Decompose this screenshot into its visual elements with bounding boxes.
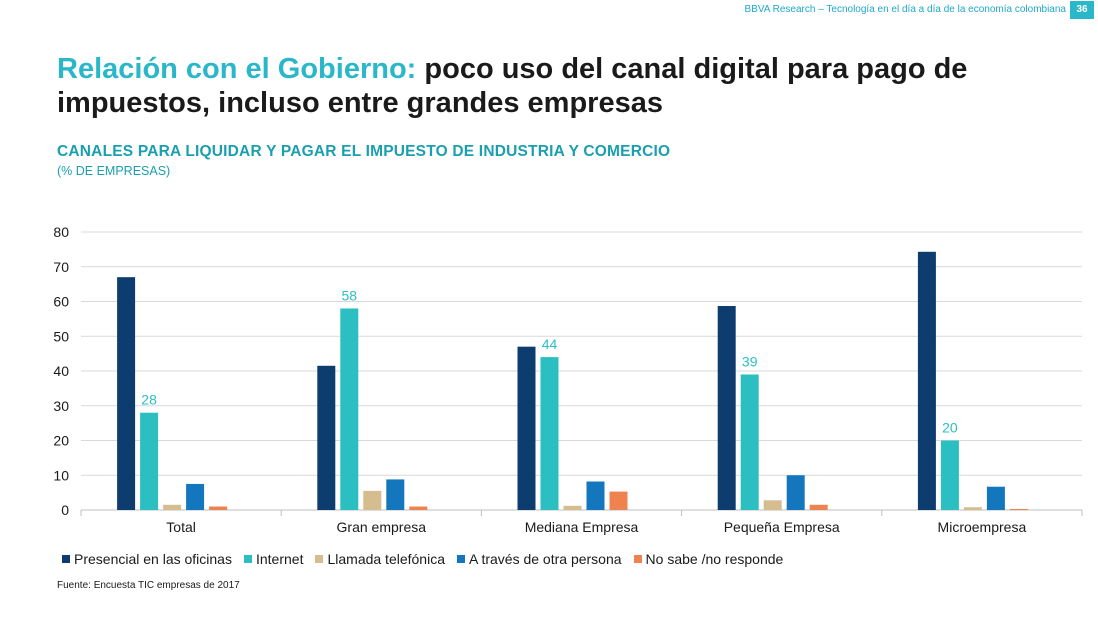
data-label: 20	[942, 420, 958, 436]
bar	[363, 490, 382, 510]
legend-swatch	[315, 555, 324, 563]
x-tick-label: Gran empresa	[337, 519, 427, 535]
y-tick-label: 60	[53, 294, 69, 310]
legend-label: Llamada telefónica	[327, 551, 445, 567]
bar-chart: 0 10 20 30 40 50 60 70 80 Total 28 Gran empresa 58 Me…	[53, 224, 1083, 535]
y-tick-label: 20	[53, 433, 69, 449]
page-number-badge: 36	[1070, 1, 1094, 19]
bar	[540, 357, 559, 510]
bar	[117, 277, 136, 510]
legend-item: Llamada telefónica	[315, 551, 445, 567]
bar	[740, 374, 759, 510]
x-tick-label: Total	[166, 519, 196, 535]
data-label: 39	[742, 353, 758, 369]
data-label: 28	[141, 392, 157, 408]
legend-item: No sabe /no responde	[633, 551, 784, 567]
y-tick-label: 0	[61, 502, 69, 518]
slide-title: Relación con el Gobierno: poco uso del c…	[57, 52, 1067, 120]
legend-label: Presencial en las oficinas	[74, 551, 232, 567]
bar	[586, 481, 605, 510]
legend-item: Presencial en las oficinas	[62, 551, 232, 567]
x-tick-label: Mediana Empresa	[525, 519, 639, 535]
bar	[786, 475, 805, 510]
y-tick-label: 10	[53, 467, 69, 483]
slide-title-accent: Relación con el Gobierno:	[57, 53, 417, 85]
data-label: 44	[542, 336, 558, 352]
header-bar: BBVA Research – Tecnología en el día a d…	[0, 0, 1098, 22]
legend-swatch	[62, 555, 70, 563]
bar	[317, 365, 336, 510]
bar	[340, 308, 359, 510]
bar	[409, 506, 428, 510]
data-label: 58	[342, 287, 358, 303]
legend-item: A través de otra persona	[457, 551, 622, 567]
y-tick-label: 40	[53, 363, 69, 379]
slide-title-rest: poco uso del canal digital para pago de …	[57, 53, 968, 119]
legend-swatch	[633, 555, 642, 563]
header-source-text: BBVA Research – Tecnología en el día a d…	[744, 4, 1066, 15]
legend-label: No sabe /no responde	[645, 551, 784, 567]
bar	[163, 504, 182, 510]
legend-swatch	[457, 555, 465, 563]
legend-swatch	[243, 555, 252, 563]
source-note: Fuente: Encuesta TIC empresas de 2017	[57, 580, 240, 591]
y-tick-label: 50	[53, 328, 69, 344]
bar	[763, 500, 782, 510]
legend-label: Internet	[255, 551, 304, 567]
y-tick-label: 70	[53, 259, 69, 275]
bar	[517, 346, 536, 510]
bar	[940, 440, 959, 510]
y-tick-label: 80	[53, 224, 69, 240]
bar	[963, 507, 982, 510]
bar	[186, 483, 205, 510]
bar	[563, 505, 582, 510]
chart-legend: Presencial en las oficinas Internet Llamad…	[62, 551, 783, 567]
bar	[717, 306, 736, 510]
x-tick-label: Microempresa	[938, 519, 1027, 535]
bar	[1009, 508, 1028, 510]
bar	[386, 479, 405, 510]
x-tick-label: Pequeña Empresa	[724, 519, 840, 535]
bar	[209, 506, 228, 510]
legend-label: A través de otra persona	[469, 551, 622, 567]
legend-item: Internet	[243, 551, 304, 567]
bar	[986, 486, 1005, 510]
bar	[140, 412, 159, 510]
chart-subtitle: (% DE EMPRESAS)	[57, 164, 171, 178]
bar	[609, 491, 628, 510]
chart-title: CANALES PARA LIQUIDAR Y PAGAR EL IMPUEST…	[57, 143, 671, 160]
bar	[917, 251, 936, 510]
bar	[809, 504, 828, 510]
y-tick-label: 30	[53, 398, 69, 414]
